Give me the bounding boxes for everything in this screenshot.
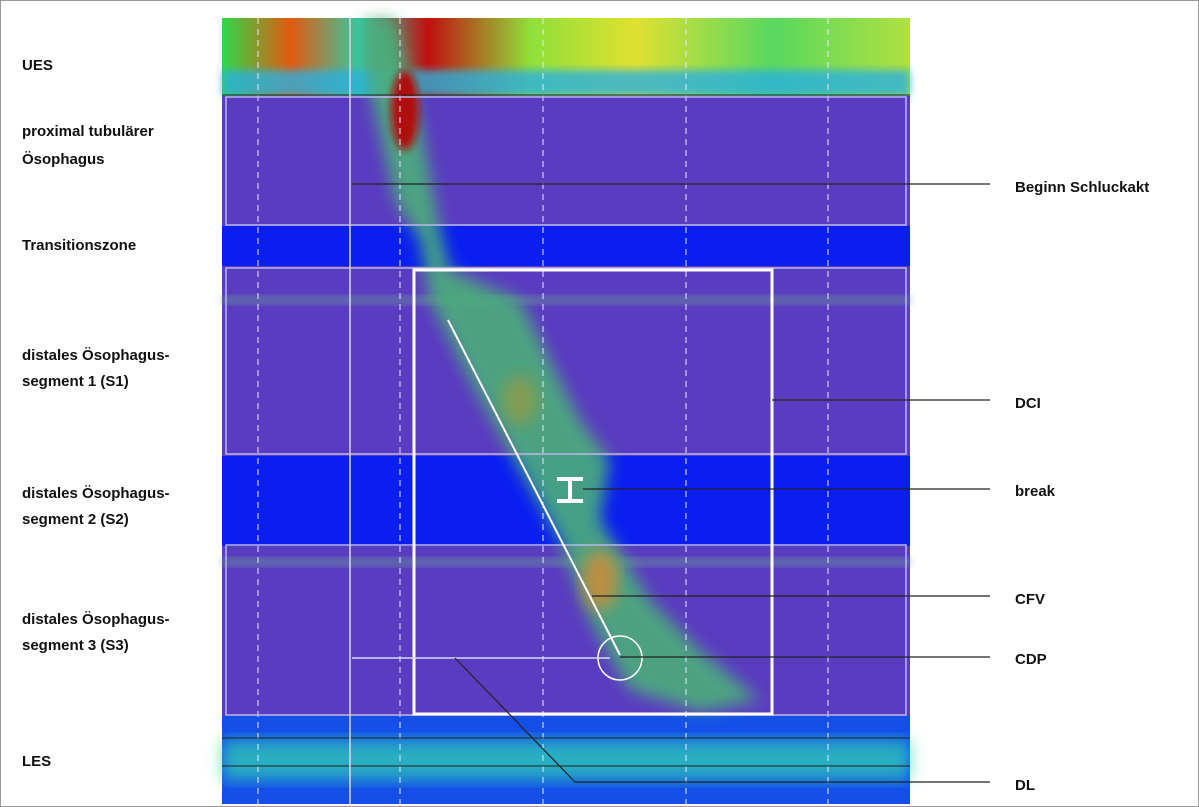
region-label: segment 2 (S2) <box>22 511 129 528</box>
ues-edge <box>222 70 910 96</box>
annotation-label: Beginn Schluckakt <box>1015 179 1149 196</box>
region-label: UES <box>22 57 53 74</box>
region-label: Ösophagus <box>22 151 105 168</box>
dci-box <box>412 268 774 716</box>
leader-line <box>454 657 990 783</box>
annotation-label: DCI <box>1015 395 1041 412</box>
peak-lower <box>582 550 618 610</box>
region-label: segment 3 (S3) <box>22 637 129 654</box>
peak-upper <box>391 70 419 150</box>
transition-band <box>222 226 910 266</box>
region-label: distales Ösophagus- <box>22 485 170 502</box>
annotation-label: CFV <box>1015 591 1045 608</box>
left-labels: UES proximal tubulärer Ösophagus Transit… <box>22 57 170 770</box>
annotation-label: CDP <box>1015 651 1047 668</box>
annotation-label: DL <box>1015 777 1035 794</box>
time-grid <box>257 18 829 804</box>
annotation-label: break <box>1015 483 1056 500</box>
proximal-band <box>222 96 910 226</box>
region-label: LES <box>22 753 51 770</box>
segment-boxes <box>225 96 907 716</box>
region-label: segment 1 (S1) <box>22 373 129 390</box>
region-label: distales Ösophagus- <box>22 347 170 364</box>
region-label: proximal tubulärer <box>22 123 154 140</box>
segment-box <box>225 96 907 226</box>
cfv-line <box>447 319 621 656</box>
break-marker <box>557 477 583 503</box>
s1-stripe <box>222 296 910 304</box>
segment-box <box>225 267 907 455</box>
region-label: Transitionszone <box>22 237 136 254</box>
s3-stripe <box>222 558 910 566</box>
s3-band <box>222 546 910 716</box>
leader-lines <box>352 183 990 783</box>
pressure-plot <box>222 18 910 804</box>
region-label: distales Ösophagus- <box>22 611 170 628</box>
peak-mid <box>502 375 538 425</box>
les-pressure <box>222 740 910 780</box>
right-labels: Beginn Schluckakt DCI break CFV CDP DL <box>1015 179 1149 794</box>
